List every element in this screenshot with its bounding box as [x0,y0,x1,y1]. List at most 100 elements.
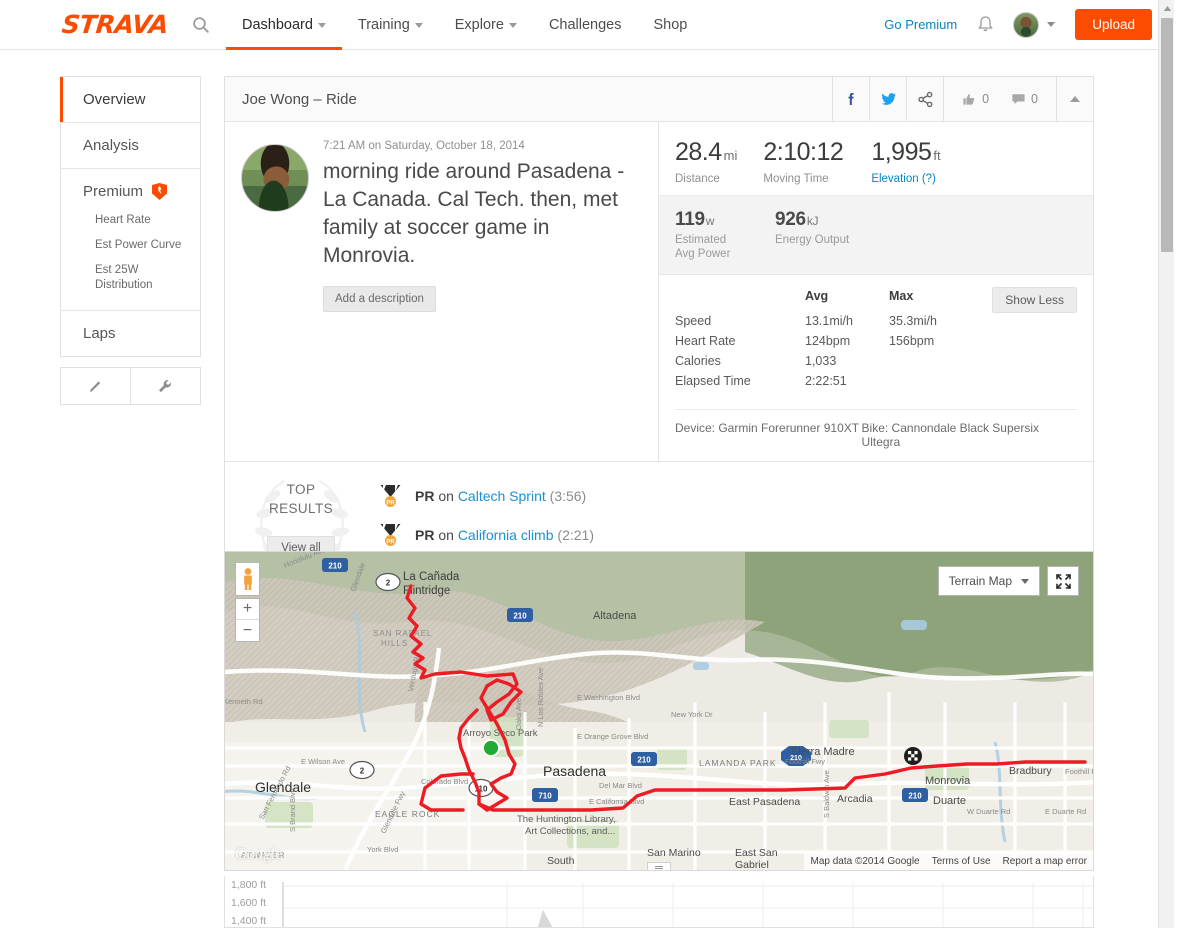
terms-of-use-link[interactable]: Terms of Use [931,856,991,867]
thumbs-up-icon [963,93,975,105]
sidebar-subitem-est-25w-distribution[interactable]: Est 25W Distribution [95,264,153,291]
svg-text:York Blvd: York Blvd [367,845,398,854]
svg-text:Flintridge: Flintridge [403,585,450,597]
map-canvas: 210 2 210 210 2 [225,552,1093,870]
google-logo: Google [235,844,283,863]
result-row: PR PR on California climb (2:21) [377,521,1093,548]
svg-text:E Wilson Ave: E Wilson Ave [301,757,345,766]
results-title-line2: RESULTS [268,501,334,516]
report-map-error-link[interactable]: Report a map error [1002,856,1087,867]
sidebar-item-label: Laps [83,325,116,342]
premium-sublist: Heart Rate Est Power Curve Est 25W Distr… [61,208,200,311]
svg-text:LAMANDA PARK: LAMANDA PARK [699,758,777,768]
svg-text:210: 210 [637,756,651,765]
go-premium-link[interactable]: Go Premium [884,17,958,32]
elevation-chart[interactable]: 1,800 ft 1,600 ft 1,400 ft [224,876,1094,928]
upload-button[interactable]: Upload [1075,9,1152,40]
top-navigation-bar: STRAVA Dashboard Training Explore Challe… [0,0,1174,50]
segment-link[interactable]: Caltech Sprint [457,487,546,504]
activity-sidebar: Overview Analysis Premium Heart Rate Est… [60,76,201,405]
sidebar-tools [60,367,201,405]
map-type-selector[interactable]: Terrain Map [937,566,1040,596]
zoom-out-button[interactable]: − [242,621,253,639]
cell-avg: 1,033 [805,354,837,368]
sidebar-subitem-est-power-curve[interactable]: Est Power Curve [95,239,182,251]
svg-text:Kenneth Rd: Kenneth Rd [225,697,263,706]
map-zoom-controls: + − [235,598,260,642]
show-less-button[interactable]: Show Less [992,287,1077,313]
bell-icon[interactable] [975,14,995,36]
chevron-down-icon [1021,578,1029,584]
svg-text:Arcadia: Arcadia [837,793,873,805]
stat-estimated-avg-power: 119w Estimated Avg Power [675,209,747,261]
svg-text:Oaks Ave: Oaks Ave [514,698,523,730]
svg-text:Altadena: Altadena [593,610,637,622]
kudos-button[interactable]: 0 [954,92,997,107]
page-scrollbar[interactable] [1158,0,1174,928]
segment-link[interactable]: California climb [457,526,554,543]
ytick-label-1400: 1,400 ft [231,915,267,927]
svg-text:Glendale: Glendale [255,779,311,795]
nav-item-challenges[interactable]: Challenges [533,0,638,50]
nav-item-explore[interactable]: Explore [439,0,533,50]
svg-text:East Pasadena: East Pasadena [729,796,800,808]
map-data-credit: Map data ©2014 Google [810,856,920,867]
wrench-icon[interactable] [130,368,200,404]
highway-shield-210e: 210 [781,746,811,766]
scroll-up-icon[interactable] [1159,0,1175,16]
athlete-avatar[interactable] [241,144,309,212]
activity-header: Joe Wong – Ride [225,77,1093,122]
facebook-icon[interactable] [832,77,869,121]
sidebar-item-premium[interactable]: Premium [61,169,200,208]
fullscreen-icon[interactable] [1047,566,1079,596]
kudos-count: 0 [982,92,990,106]
svg-text:EAGLE ROCK: EAGLE ROCK [375,809,440,819]
sidebar-subitem-heart-rate[interactable]: Heart Rate [95,214,151,226]
comment-count: 0 [1031,92,1038,106]
stats-table: Avg Max Speed 13.1mi/h 35.3mi/h [675,289,999,391]
twitter-icon[interactable] [869,77,906,121]
nav-item-shop[interactable]: Shop [638,0,704,50]
sidebar-item-label: Premium [83,183,144,200]
activity-header-title: Joe Wong – Ride [242,90,357,108]
cell-metric: Calories [675,354,721,368]
svg-text:Duarte: Duarte [933,795,966,807]
scrollbar-thumb[interactable] [1161,18,1173,252]
elevation-help-link[interactable]: Elevation (?) [871,173,936,185]
svg-text:Art Collections, and...: Art Collections, and... [525,826,615,837]
user-menu[interactable] [1013,11,1056,38]
table-row: Speed 13.1mi/h 35.3mi/h [675,311,999,331]
strava-logo[interactable]: STRAVA [60,10,170,39]
map-resize-handle[interactable] [647,862,671,870]
svg-text:210: 210 [328,562,342,571]
stat-label: Distance [675,173,720,185]
sidebar-item-overview[interactable]: Overview [60,77,200,123]
nav-label: Shop [653,16,688,33]
pencil-icon[interactable] [61,368,130,404]
activity-date: 7:21 AM on Saturday, October 18, 2014 [323,140,525,152]
nav-item-training[interactable]: Training [342,0,439,50]
pegman-icon[interactable] [235,562,260,596]
sidebar-item-laps[interactable]: Laps [61,311,200,356]
add-description-button[interactable]: Add a description [323,286,436,312]
comment-icon [1012,94,1025,105]
sidebar-item-label: Analysis [83,137,139,154]
zoom-in-button[interactable]: + [236,599,259,620]
comment-button[interactable]: 0 [1003,92,1046,106]
elevation-chart-svg [282,882,1093,927]
cell-max [889,351,999,371]
detailed-stats-table: Show Less Avg Max [659,275,1093,401]
share-icon[interactable] [906,77,943,121]
search-icon[interactable] [190,14,212,36]
svg-text:SAN RAFAEL: SAN RAFAEL [373,629,432,638]
stat-value: 119 [675,209,705,230]
collapse-icon[interactable] [1056,77,1093,121]
nav-item-dashboard[interactable]: Dashboard [225,0,342,50]
svg-text:210: 210 [513,612,527,621]
sidebar-item-analysis[interactable]: Analysis [61,123,200,169]
stat-value: 926 [775,209,806,230]
route-polyline [405,584,1087,812]
avatar [1013,11,1040,38]
route-map[interactable]: 210 2 210 210 2 [224,551,1094,871]
